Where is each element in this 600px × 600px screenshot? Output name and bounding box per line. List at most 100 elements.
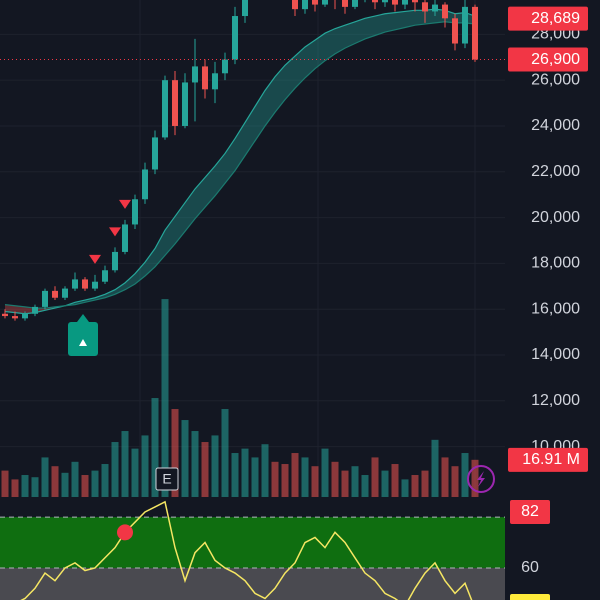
volume-bar <box>1 470 9 497</box>
y-tick-label: 20,000 <box>531 209 580 226</box>
price-pane: E <box>0 0 505 497</box>
rsi-band-high <box>0 517 505 568</box>
volume-bar <box>111 442 119 497</box>
ema-ribbon <box>205 166 215 208</box>
volume-bar <box>331 461 339 497</box>
volume-bar <box>251 457 259 497</box>
y-tick-label: 18,000 <box>531 255 580 272</box>
candle-body <box>232 16 238 60</box>
volume-bar <box>121 431 129 497</box>
candle-body <box>92 281 98 289</box>
sell-signal <box>89 254 101 264</box>
volume-bar <box>461 453 469 497</box>
candle-body <box>142 169 148 200</box>
candle-body <box>222 59 228 74</box>
candle-body <box>12 316 18 319</box>
rsi-tick-label: 60 <box>521 559 539 576</box>
rsi-ma-badge <box>510 594 550 600</box>
candle-body <box>392 0 398 5</box>
candle-body <box>152 137 158 170</box>
volume-bar <box>51 466 59 497</box>
candle-body <box>372 0 378 3</box>
ema-ribbon <box>425 9 435 25</box>
candle-body <box>352 0 358 7</box>
y-tick-label: 14,000 <box>531 346 580 363</box>
candle-body <box>132 199 138 225</box>
volume-bar <box>471 459 479 497</box>
volume-bar <box>41 457 49 497</box>
volume-bar <box>291 453 299 497</box>
volume-bar <box>151 398 159 497</box>
ema-ribbon <box>285 56 295 100</box>
candle-body <box>62 288 68 298</box>
y-tick-label: 26,000 <box>531 71 580 88</box>
candle-body <box>52 290 58 298</box>
candle-body <box>432 4 438 12</box>
candle-body <box>242 0 248 17</box>
sell-signal <box>109 227 121 237</box>
ema-line <box>4 8 476 315</box>
volume-bar <box>281 464 289 497</box>
ema-ribbon <box>375 13 385 36</box>
volume-bar <box>21 475 29 497</box>
volume-bar <box>431 439 439 497</box>
candle-body <box>182 82 188 126</box>
ema-ribbon <box>345 21 355 49</box>
ema-ribbon <box>195 177 205 219</box>
candle-body <box>402 0 408 5</box>
candle-body <box>72 279 78 289</box>
buy-signal-icon <box>79 339 87 346</box>
volume-bar <box>411 475 419 497</box>
volume-bar <box>61 472 69 497</box>
candle-body <box>2 313 8 317</box>
volume-bar <box>241 448 249 497</box>
candle-body <box>422 2 428 12</box>
candle-body <box>82 279 88 289</box>
volume-bar <box>161 299 169 497</box>
price-badge-bg <box>508 47 588 72</box>
ema-ribbon <box>105 289 115 298</box>
volume-bar <box>201 442 209 497</box>
candle-body <box>42 290 48 307</box>
volume-bar <box>261 444 269 497</box>
volume-bar <box>451 466 459 497</box>
volume-bar <box>381 470 389 497</box>
event-box <box>155 467 179 491</box>
volume-bar <box>401 479 409 497</box>
ema-ribbon <box>5 304 15 313</box>
price-badge-bg <box>508 6 588 31</box>
y-tick-label: 24,000 <box>531 117 580 134</box>
ema-ribbon <box>265 76 275 126</box>
ema-ribbon <box>275 65 285 113</box>
candle-body <box>212 73 218 90</box>
rsi-alert-dot <box>117 524 133 541</box>
buy-signal-arrow <box>77 314 89 322</box>
volume-bar <box>421 470 429 497</box>
rsi-badge-bg <box>510 500 550 525</box>
ema-ribbon <box>165 216 175 256</box>
y-tick-label: 12,000 <box>531 392 580 409</box>
ema-ribbon <box>315 33 325 69</box>
candle-body <box>302 0 308 10</box>
ema-ribbon <box>135 262 145 284</box>
volume-bar <box>221 409 229 497</box>
ema-ribbon <box>295 46 305 89</box>
volume-bar <box>361 475 369 497</box>
price-axis: 10,00012,00014,00016,00018,00020,00022,0… <box>508 6 588 576</box>
ema-line <box>4 21 476 309</box>
volume-bar <box>131 448 139 497</box>
lightning-icon <box>467 465 495 493</box>
sell-signal <box>119 199 131 209</box>
volume-bar <box>231 453 239 497</box>
candle-body <box>102 270 108 282</box>
ema-ribbon <box>225 138 235 184</box>
volume-bar <box>301 457 309 497</box>
volume-bar <box>371 457 379 497</box>
volume-bar <box>211 435 219 497</box>
candle-body <box>32 306 38 314</box>
volume-bar <box>321 448 329 497</box>
rsi-pane <box>0 497 505 600</box>
volume-bar <box>71 461 79 497</box>
y-tick-label: 22,000 <box>531 163 580 180</box>
